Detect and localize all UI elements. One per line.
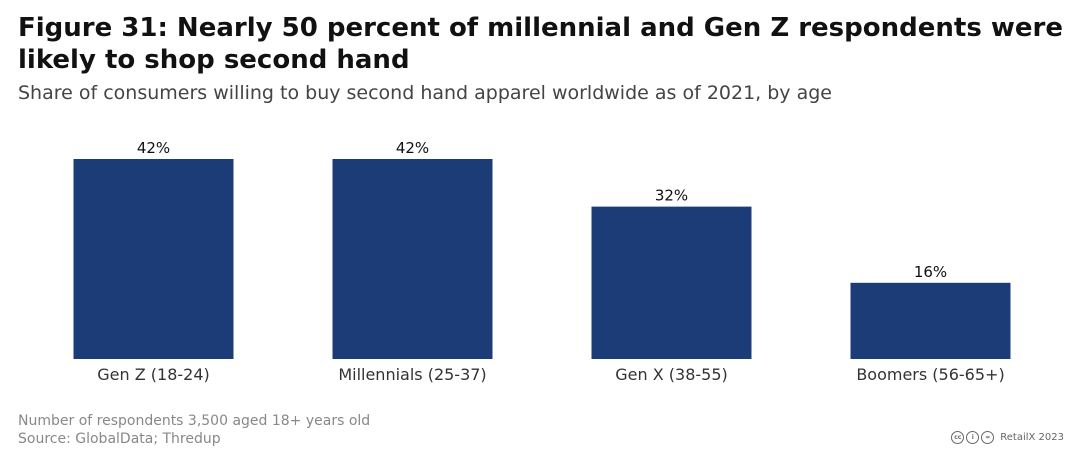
chart-title: Figure 31: Nearly 50 percent of millenni… — [18, 13, 1063, 75]
footer-credit: cc i = RetailX 2023 — [951, 431, 1064, 444]
source-note: Source: GlobalData; Thredup — [18, 431, 221, 447]
bar-chart: 42% Gen Z (18-24) 42% Millennials (25-37) 32… — [73, 139, 1011, 384]
x-tick-label-1: Millennials (25-37) — [338, 365, 486, 384]
x-tick-label-0: Gen Z (18-24) — [97, 365, 210, 384]
data-label-0: 42% — [137, 139, 170, 157]
bar-2 — [591, 206, 752, 359]
data-label-3: 16% — [914, 263, 947, 281]
bar-0 — [73, 159, 234, 359]
chart-subtitle: Share of consumers willing to buy second… — [18, 82, 832, 104]
copyright-text: RetailX 2023 — [1000, 432, 1064, 443]
data-label-1: 42% — [396, 139, 429, 157]
x-tick-label-2: Gen X (38-55) — [615, 365, 728, 384]
data-label-2: 32% — [655, 187, 688, 205]
x-tick-label-3: Boomers (56-65+) — [856, 365, 1004, 384]
respondents-note: Number of respondents 3,500 aged 18+ yea… — [18, 413, 371, 429]
bar-3 — [850, 282, 1011, 359]
creative-commons-icon: cc i = — [951, 431, 995, 444]
bar-1 — [332, 159, 493, 359]
